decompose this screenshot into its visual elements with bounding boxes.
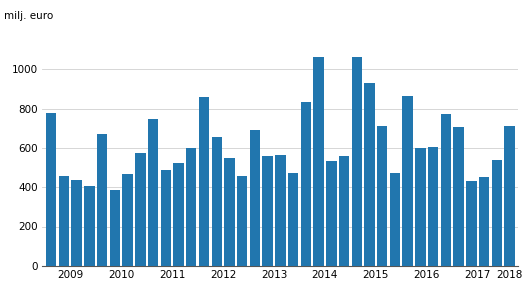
Bar [262, 156, 273, 266]
Bar [339, 156, 349, 266]
Bar [288, 173, 298, 266]
Bar [250, 130, 260, 266]
Bar [313, 57, 324, 266]
Bar [466, 181, 477, 266]
Bar [135, 153, 145, 266]
Bar [59, 176, 69, 266]
Bar [300, 102, 311, 266]
Bar [224, 158, 235, 266]
Bar [161, 170, 171, 266]
Bar [491, 160, 502, 266]
Bar [84, 186, 95, 266]
Bar [377, 126, 387, 266]
Bar [97, 134, 107, 266]
Bar [479, 177, 489, 266]
Bar [364, 83, 375, 266]
Bar [390, 173, 400, 266]
Bar [441, 114, 451, 266]
Text: milj. euro: milj. euro [4, 11, 53, 21]
Bar [352, 57, 362, 266]
Bar [275, 155, 286, 266]
Bar [186, 148, 196, 266]
Bar [174, 163, 184, 266]
Bar [71, 180, 82, 266]
Bar [415, 148, 426, 266]
Bar [110, 190, 120, 266]
Bar [212, 137, 222, 266]
Bar [326, 161, 336, 266]
Bar [504, 126, 515, 266]
Bar [46, 113, 57, 266]
Bar [148, 118, 158, 266]
Bar [453, 127, 464, 266]
Bar [403, 96, 413, 266]
Bar [428, 147, 439, 266]
Bar [199, 97, 209, 266]
Bar [122, 175, 133, 266]
Bar [237, 176, 248, 266]
